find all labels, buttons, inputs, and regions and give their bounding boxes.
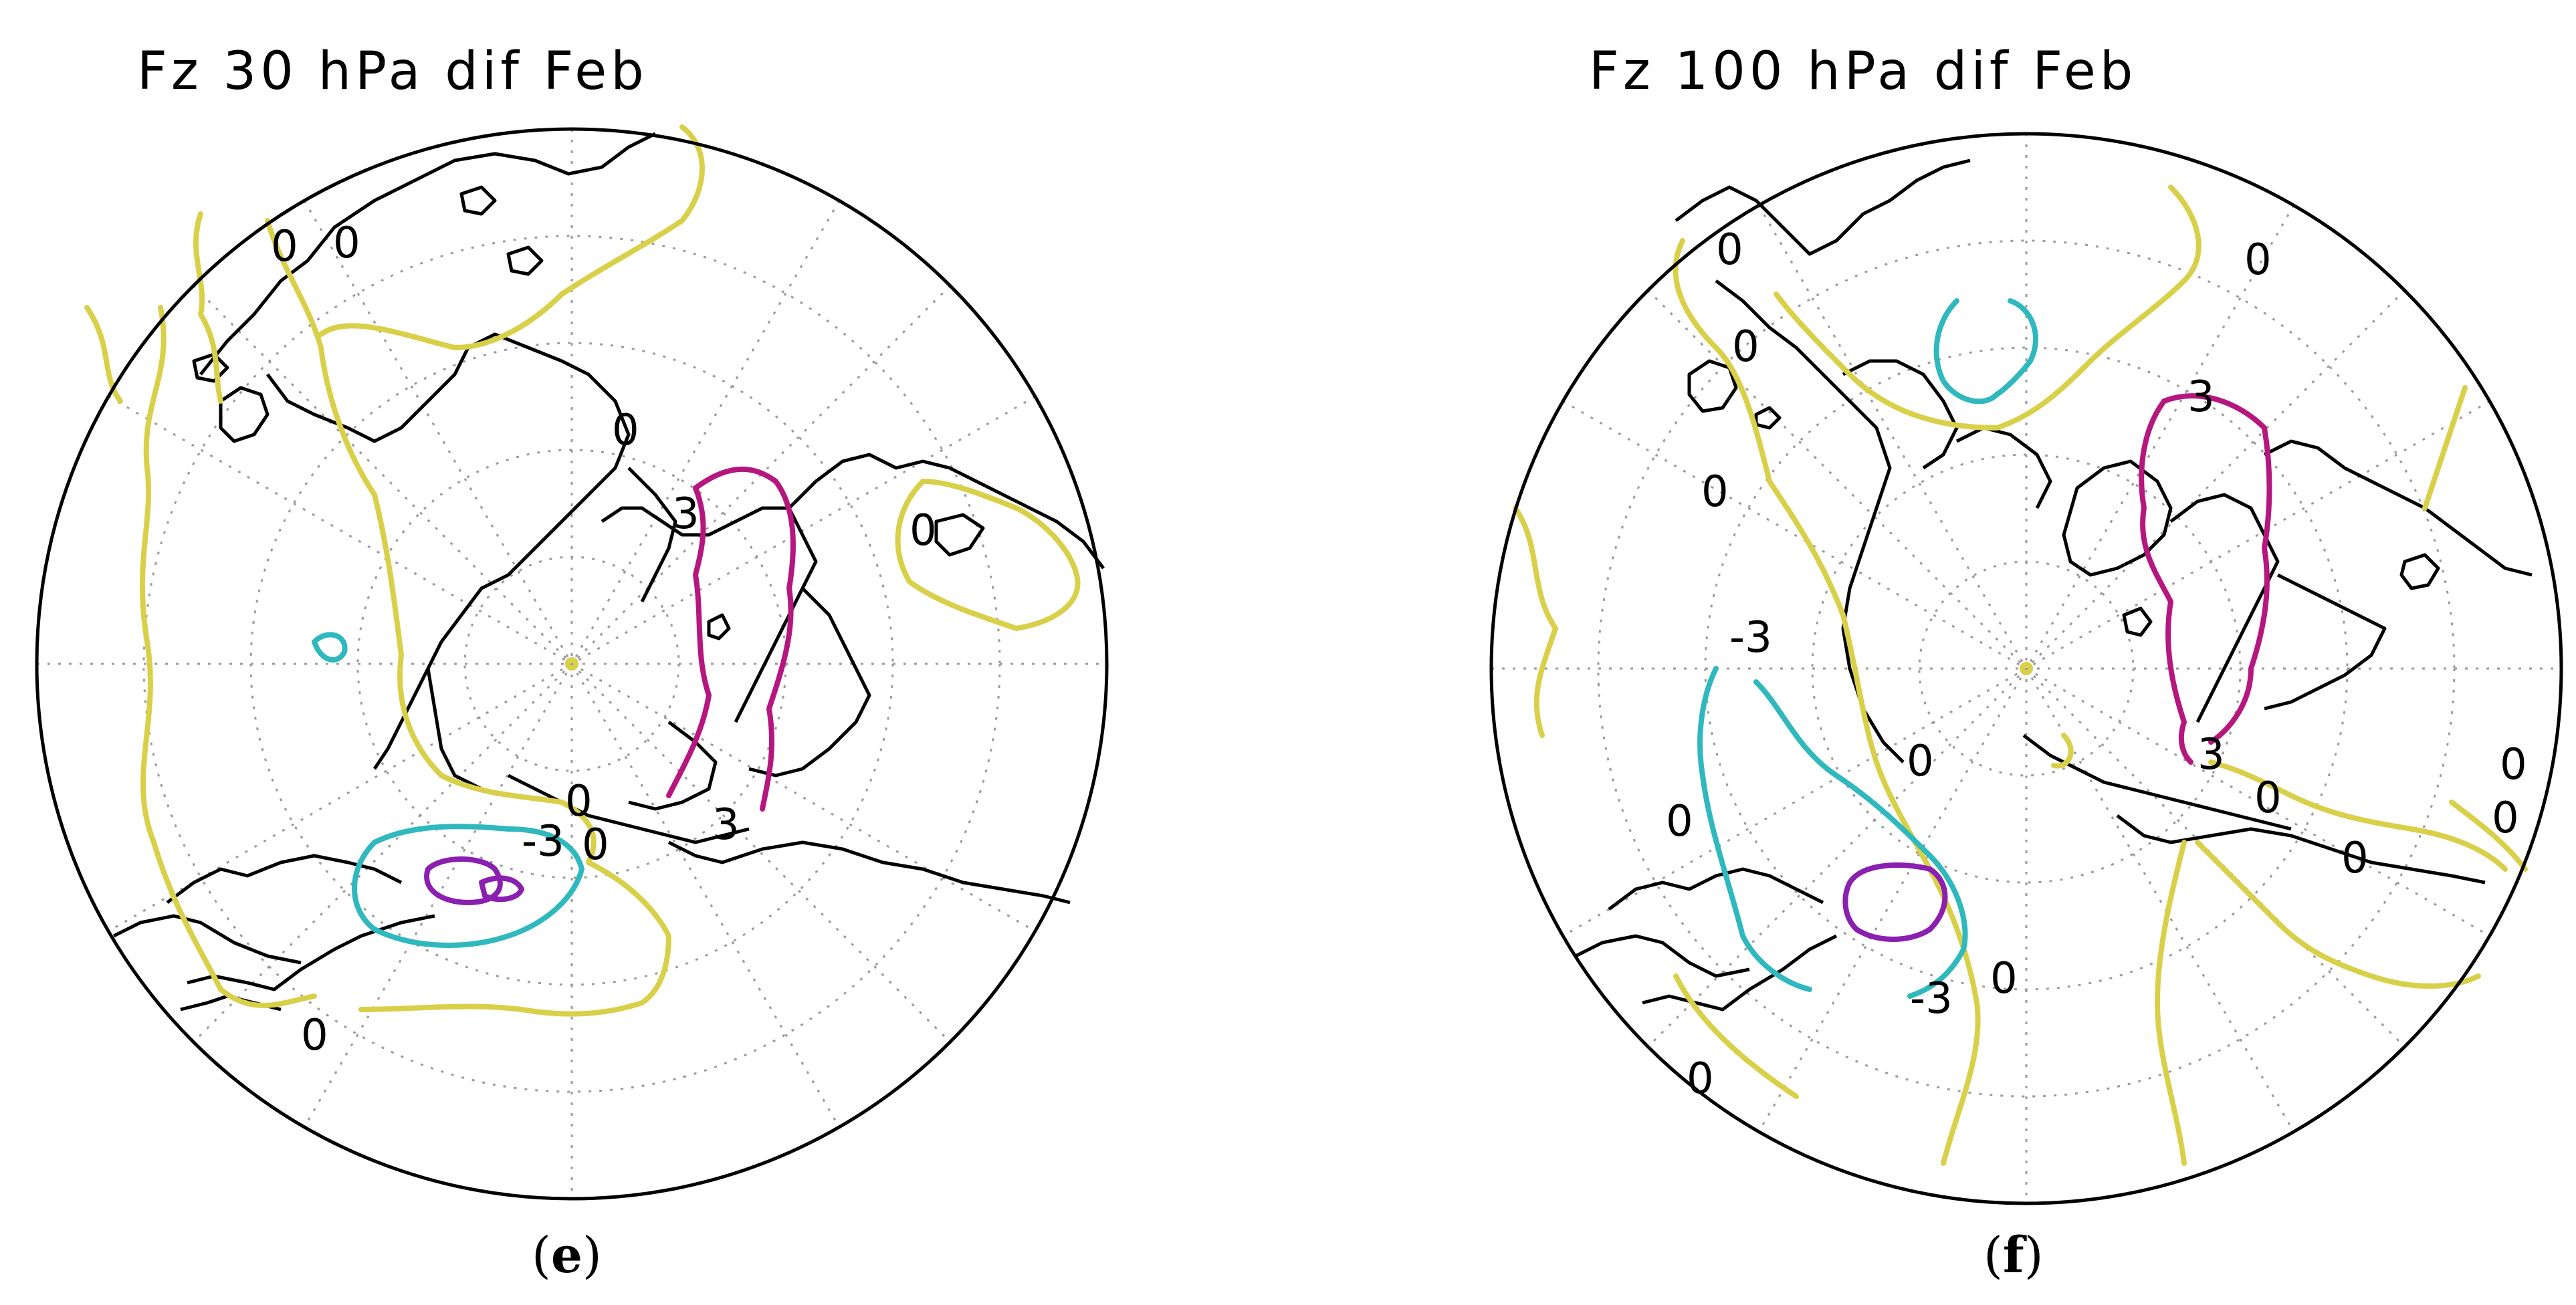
contour-label: 0 <box>301 1011 328 1060</box>
negative-contours <box>1697 298 2038 999</box>
contour-label: -3 <box>1729 613 1772 663</box>
coastlines <box>1574 158 2533 1012</box>
inner-contours <box>1842 862 1948 942</box>
contour-label: 0 <box>2244 235 2272 285</box>
coastlines <box>112 132 1105 1012</box>
positive-contours <box>2139 393 2272 765</box>
caption-letter: f <box>2002 1227 2024 1284</box>
positive-contours <box>666 466 796 812</box>
contour-label: 0 <box>1716 225 1743 275</box>
zero-contours <box>84 124 1081 1017</box>
polar-map-f: 0 0 0 0 3 -3 0 3 0 0 0 0 -3 0 0 0 <box>1489 132 2563 1205</box>
contour-label: 0 <box>2492 794 2519 843</box>
polar-map-e: 0 0 0 0 3 3 0 -3 0 0 <box>35 124 1109 1201</box>
caption-letter: e <box>550 1227 582 1284</box>
zero-contours <box>1513 185 2528 1166</box>
contour-label: 0 <box>1732 322 1759 372</box>
contour-label: -3 <box>522 817 564 866</box>
panel-title: Fz 30 hPa dif Feb <box>137 41 648 102</box>
lat-lon-grid <box>1491 134 2561 1203</box>
contour-label: 0 <box>1666 797 1693 846</box>
contour-label: 0 <box>565 777 593 826</box>
contour-label: 3 <box>2197 730 2225 780</box>
contour-label: 0 <box>271 222 298 271</box>
map-panel-f: Fz 100 hPa dif Feb <box>1288 0 2576 1305</box>
negative-contours <box>312 632 584 948</box>
inner-contours <box>424 856 524 905</box>
contour-label: 0 <box>582 820 609 870</box>
contour-label: 0 <box>2500 740 2527 790</box>
contour-label: -3 <box>1910 974 1953 1024</box>
panel-caption: (e) <box>532 1227 602 1284</box>
contour-label: 0 <box>1990 954 2018 1003</box>
map-panel-e: Fz 30 hPa dif Feb <box>35 41 1109 1284</box>
contour-label: 0 <box>612 406 639 455</box>
contour-label: 3 <box>672 489 700 539</box>
contour-label: 3 <box>2187 372 2215 422</box>
panel-caption: (f) <box>1983 1227 2044 1284</box>
contour-label: 0 <box>1687 1054 1714 1104</box>
map-boundary <box>35 127 1109 1201</box>
contour-label: 3 <box>712 800 740 850</box>
lat-lon-grid <box>37 129 1107 1199</box>
contour-label: 0 <box>333 219 360 268</box>
contour-label: 0 <box>2254 774 2282 823</box>
map-boundary <box>1489 132 2563 1205</box>
contour-label: 0 <box>1907 737 1934 786</box>
panel-title: Fz 100 hPa dif Feb <box>1589 41 2137 102</box>
contour-label: 0 <box>1701 467 1729 517</box>
contour-labels: 0 0 0 0 3 3 0 -3 0 0 <box>271 219 937 1060</box>
contour-label: 0 <box>909 506 937 556</box>
contour-labels: 0 0 0 0 3 -3 0 3 0 0 0 0 -3 0 0 0 <box>1666 225 2527 1104</box>
contour-label: 0 <box>2341 834 2369 883</box>
